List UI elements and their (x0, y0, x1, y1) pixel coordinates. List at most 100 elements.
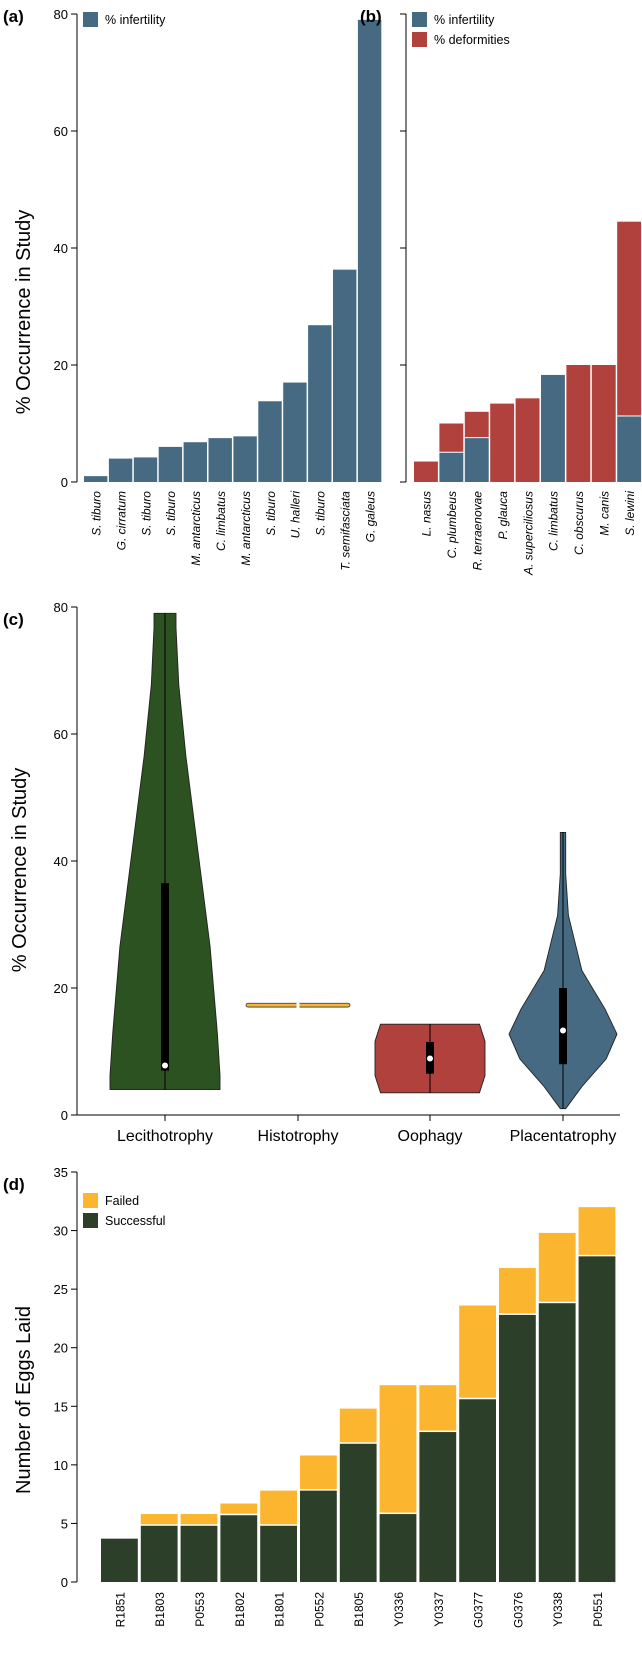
violin-median (427, 1055, 433, 1062)
panel-c-y-tick-label: 60 (54, 727, 68, 742)
bar-infertility (464, 438, 489, 482)
x-tick-label: G. galeus (363, 491, 377, 542)
panel-c-y-tick-label: 80 (54, 600, 68, 615)
bar-successful (459, 1399, 496, 1582)
violin-iqr-box (161, 883, 169, 1071)
bar-deformities (617, 221, 642, 416)
x-tick-label: Y0336 (392, 1592, 406, 1627)
bar-failed (538, 1232, 576, 1302)
bar (333, 269, 357, 482)
x-tick-label: S. lewini (623, 491, 637, 536)
bar-deformities (464, 411, 489, 438)
panel-a-y-tick-label: 40 (54, 241, 68, 256)
bar-infertility (617, 416, 642, 482)
panel-b-legend-label: % infertility (434, 13, 495, 27)
x-tick-label: B1802 (233, 1592, 247, 1627)
x-tick-label: T. semifasciata (338, 491, 352, 571)
bar-successful (538, 1303, 576, 1582)
bar-failed (578, 1207, 616, 1255)
bar-failed (300, 1455, 337, 1490)
x-tick-label: Y0338 (551, 1592, 565, 1627)
panel-a: (a) % Occurrence in Study 0 20 40 60 80 S. tibu… (3, 7, 382, 571)
x-tick-label: Oophagy (398, 1128, 463, 1145)
bar (233, 436, 257, 482)
panel-a-y-tick-label: 80 (54, 7, 68, 22)
x-tick-label: S. tiburo (89, 491, 103, 536)
panel-d-y-tick-label: 30 (54, 1224, 68, 1239)
x-tick-label: B1801 (273, 1592, 287, 1627)
panel-d-legend-label: Successful (105, 1214, 165, 1228)
bar-successful (220, 1515, 258, 1582)
x-tick-label: B1805 (352, 1592, 366, 1627)
panel-c: (c) % Occurrence in Study 0 20 40 60 80 Lecitho… (3, 600, 620, 1145)
x-tick-label: P. glauca (496, 491, 510, 540)
panel-d-y-tick-label: 5 (61, 1516, 68, 1531)
bar (357, 19, 382, 482)
x-tick-label: R. terraenovae (471, 491, 485, 571)
panel-d-y-tick-label: 20 (54, 1341, 68, 1356)
bar-failed (260, 1490, 297, 1525)
bar-deformities (490, 403, 515, 482)
bar-successful (180, 1525, 218, 1582)
panel-d-y-tick-label: 35 (54, 1165, 68, 1180)
bar-failed (379, 1385, 417, 1513)
bar-failed (180, 1514, 218, 1525)
panel-d-legend-swatch (83, 1193, 98, 1208)
panel-d-y-tick-label: 25 (54, 1282, 68, 1297)
bar (208, 438, 232, 482)
bar (84, 476, 108, 482)
bar-deformities (566, 365, 591, 482)
bar-infertility (439, 452, 464, 482)
panel-c-y-tick-label: 0 (61, 1108, 68, 1123)
x-tick-label: U. halleri (289, 491, 303, 539)
bar-successful (260, 1525, 297, 1582)
bar (183, 442, 207, 482)
x-tick-label: M. antarcticus (239, 491, 253, 566)
x-tick-label: G. cirratum (114, 491, 128, 550)
bar-successful (379, 1514, 417, 1582)
x-tick-label: M. canis (598, 491, 612, 536)
bar-deformities (515, 398, 540, 482)
violin-median (560, 1027, 566, 1034)
panel-c-y-tick-label: 40 (54, 854, 68, 869)
bar-failed (499, 1268, 536, 1314)
bar-successful (339, 1443, 377, 1582)
panel-label: (d) (3, 1175, 25, 1194)
panel-d: (d) Number of Eggs Laid 0 5 10 15 20 25 30 35 R185… (3, 1165, 616, 1628)
bar-successful (101, 1538, 138, 1582)
y-axis-title: % Occurrence in Study (9, 768, 31, 973)
x-tick-label: S. tiburo (164, 491, 178, 536)
bar-successful (419, 1432, 457, 1582)
bar (258, 401, 282, 482)
violin-gap (296, 1002, 300, 1009)
bar-infertility (541, 374, 565, 482)
panel-label: (a) (3, 7, 24, 26)
bar (108, 458, 133, 482)
bar-successful (300, 1490, 337, 1582)
bar-failed (140, 1514, 178, 1525)
bar (308, 325, 332, 482)
bar-deformities (439, 423, 464, 452)
bar (133, 457, 158, 482)
x-tick-label: G0377 (472, 1592, 486, 1628)
y-axis-title: % Occurrence in Study (13, 210, 35, 415)
x-tick-label: C. obscurus (572, 491, 586, 555)
panel-d-legend-swatch (83, 1213, 98, 1228)
bar-successful (578, 1256, 616, 1582)
violin-median (162, 1062, 168, 1069)
panel-d-y-tick-label: 10 (54, 1458, 68, 1473)
panel-c-y-tick-label: 20 (54, 981, 68, 996)
x-tick-label: A. superciliosus (521, 491, 535, 576)
x-tick-label: Lecithotrophy (117, 1128, 213, 1145)
x-tick-label: Placentatrophy (510, 1128, 617, 1145)
bar (158, 446, 183, 482)
panel-a-y-tick-label: 0 (61, 475, 68, 490)
panel-label: (b) (360, 7, 382, 26)
x-tick-label: G0376 (511, 1592, 525, 1628)
x-tick-label: Histotrophy (258, 1128, 339, 1145)
x-tick-label: L. nasus (420, 491, 434, 536)
x-tick-label: M. antarcticus (189, 491, 203, 566)
x-tick-label: P0551 (591, 1592, 605, 1627)
x-tick-label: R1851 (113, 1592, 127, 1628)
